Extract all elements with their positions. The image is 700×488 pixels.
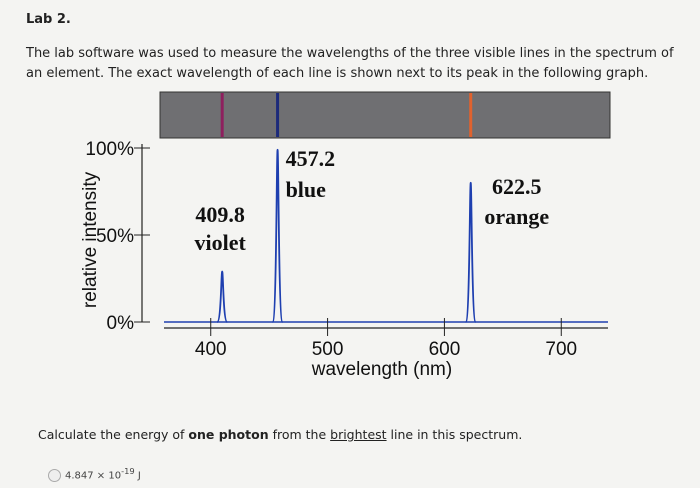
answer-mantissa: 4.847 × 10 [65,470,122,482]
q-underline: brightest [330,427,387,442]
peak-wavelength: 622.5 [492,174,542,199]
q-text: line in this spectrum. [386,427,523,442]
peak [271,148,284,323]
x-axis-label: wavelength (nm) [311,359,452,380]
y-tick-label: 0% [107,313,135,334]
answer-option[interactable]: 4.847 × 10-19 J [48,466,141,482]
q-text: from the [268,427,331,442]
x-tick-label: 500 [312,339,344,360]
radio[interactable] [48,468,61,482]
spectrum-line [276,93,280,137]
question: Calculate the energy of one photon from … [38,427,522,442]
spectrum-line [220,93,224,137]
q-text: Calculate the energy of [38,427,189,442]
y-tick-label: 50% [96,226,134,247]
lab-title: Lab 2. [26,12,71,27]
peak [464,181,477,323]
y-tick-label: 100% [85,139,134,160]
peak-wavelength: 457.2 [286,146,336,171]
spectrum-bar [159,91,611,139]
intro-text: The lab software was used to measure the… [26,46,674,81]
x-tick-label: 600 [429,339,461,360]
peak-name: orange [484,204,549,229]
x-tick-label: 700 [545,339,577,360]
y-axis-label: relative intensity [80,171,101,308]
q-bold: one photon [188,427,269,442]
peak-wavelength: 409.8 [195,202,245,227]
peak [216,270,229,323]
peak-name: violet [195,230,247,255]
peak-name: blue [286,177,327,202]
x-tick-label: 400 [195,339,227,360]
spectrum-line [469,93,473,137]
answer-exponent: -19 [121,466,135,476]
answer-unit: J [137,470,141,482]
